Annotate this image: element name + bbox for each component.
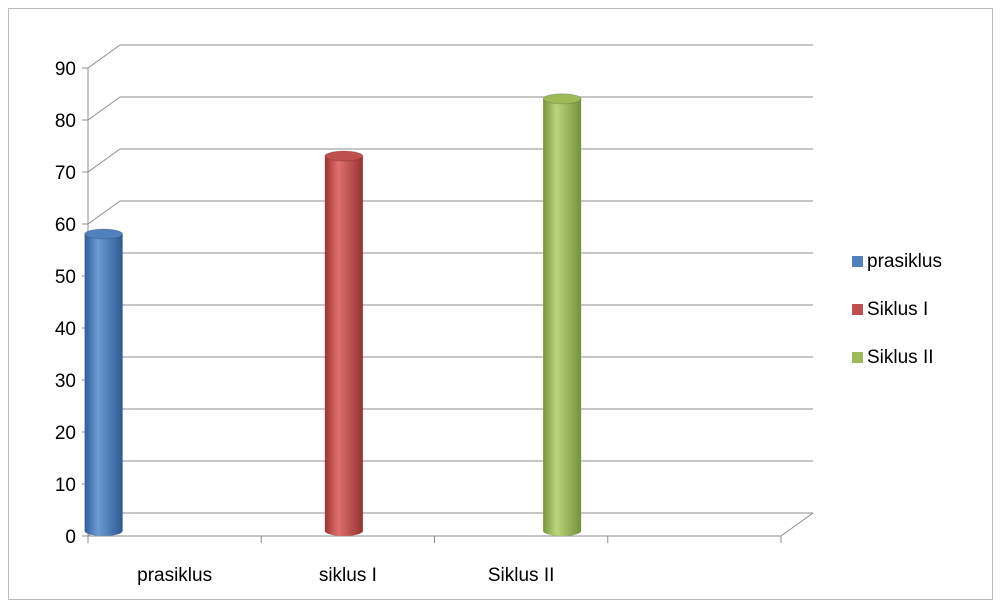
y-tick-label: 10: [55, 475, 76, 496]
gridline-depth: [87, 200, 121, 225]
legend-label: Siklus II: [867, 347, 934, 368]
bar: [84, 228, 124, 536]
bar-top: [84, 228, 124, 240]
x-tick-label: siklus I: [319, 565, 377, 586]
chart-frame: [8, 8, 993, 600]
y-tick-label: 0: [65, 527, 76, 548]
gridline-depth: [87, 44, 121, 69]
x-tick-label: Siklus II: [488, 565, 555, 586]
floor-depth-edge: [780, 512, 814, 537]
y-tick-label: 60: [55, 215, 76, 236]
legend-swatch: [852, 304, 863, 315]
legend-label: Siklus I: [867, 299, 928, 320]
bar-body: [324, 156, 363, 536]
legend: prasiklus Siklus I Siklus II: [852, 251, 942, 368]
y-tick-label: 80: [55, 111, 76, 132]
x-axis-tick-labels: prasiklus siklus I Siklus II: [137, 565, 554, 586]
bar-top: [542, 93, 582, 105]
y-axis-tick-labels: 0 10 20 30 40 50 60 70 80 90: [55, 59, 76, 548]
legend-swatch: [852, 256, 863, 267]
gridlines: [87, 44, 813, 537]
y-tick-label: 90: [55, 59, 76, 80]
bar: [542, 93, 582, 537]
y-tick-label: 70: [55, 163, 76, 184]
y-tick-label: 20: [55, 423, 76, 444]
legend-label: prasiklus: [867, 251, 942, 272]
gridline-depth: [87, 148, 121, 173]
y-tick-label: 50: [55, 267, 76, 288]
bar-body: [543, 98, 582, 537]
gridline-depth: [87, 96, 121, 121]
y-tick-label: 40: [55, 319, 76, 340]
y-tick-label: 30: [55, 371, 76, 392]
legend-swatch: [852, 352, 863, 363]
bar: [324, 150, 364, 536]
x-tick-label: prasiklus: [137, 565, 212, 586]
bars: [84, 93, 582, 537]
bar-body: [84, 234, 123, 536]
bar-top: [324, 150, 364, 162]
